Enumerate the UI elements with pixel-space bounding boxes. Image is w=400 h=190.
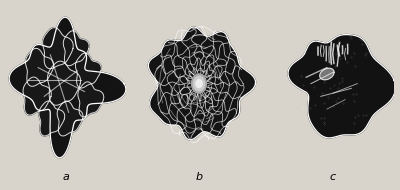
Circle shape xyxy=(196,80,202,88)
Circle shape xyxy=(194,76,204,91)
Polygon shape xyxy=(48,61,80,105)
Polygon shape xyxy=(320,68,334,80)
Polygon shape xyxy=(9,17,126,158)
Polygon shape xyxy=(148,27,256,140)
Circle shape xyxy=(192,74,206,93)
Polygon shape xyxy=(26,48,54,86)
Polygon shape xyxy=(23,77,51,115)
Polygon shape xyxy=(57,101,83,136)
Polygon shape xyxy=(39,101,65,136)
Polygon shape xyxy=(76,53,101,88)
Text: a: a xyxy=(62,172,70,182)
Text: c: c xyxy=(330,172,336,182)
Text: b: b xyxy=(195,172,202,182)
Polygon shape xyxy=(78,82,104,117)
Polygon shape xyxy=(63,31,89,66)
Polygon shape xyxy=(43,28,73,69)
Polygon shape xyxy=(288,35,396,138)
